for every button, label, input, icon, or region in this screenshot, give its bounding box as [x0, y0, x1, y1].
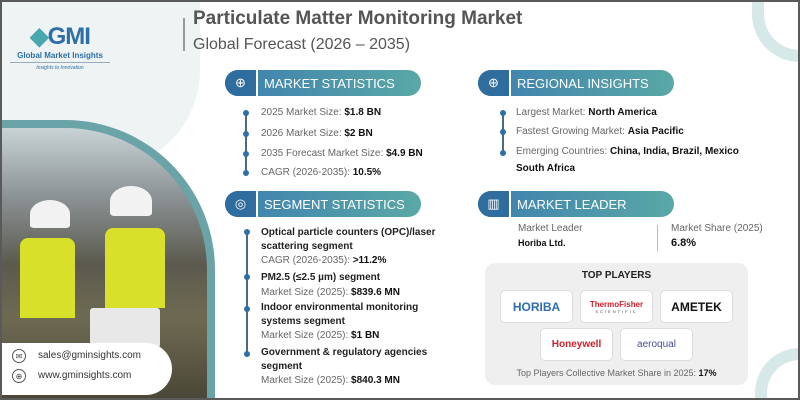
globe-chart-icon: ⊕ — [225, 70, 258, 96]
website-link[interactable]: www.gminsights.com — [38, 370, 132, 381]
leader-name: Horiba Ltd. — [518, 238, 566, 248]
decorative-arc — [752, 0, 800, 62]
top-players-share: Top Players Collective Market Share in 2… — [516, 368, 717, 378]
stat-2026-size: 2026 Market Size: $2 BN — [261, 128, 373, 139]
page-subtitle: Global Forecast (2026 – 2035) — [193, 36, 411, 53]
segment-value: Market Size (2025): $1 BN — [261, 330, 380, 341]
segment-statistics-header: ◎ SEGMENT STATISTICS — [225, 191, 421, 217]
gmi-logo: ◆GMI Global Market Insights Insights to … — [10, 22, 110, 71]
segment-name: PM2.5 (≤2.5 µm) segment — [261, 272, 381, 283]
segment-name: segment — [261, 361, 303, 372]
stat-2025-size: 2025 Market Size: $1.8 BN — [261, 107, 382, 118]
market-statistics-header: ⊕ MARKET STATISTICS — [225, 70, 421, 96]
target-chart-icon: ◎ — [225, 191, 258, 217]
globe-icon: ⊕ — [478, 70, 511, 96]
segment-name: Government & regulatory agencies — [261, 347, 428, 358]
share-value: 6.8% — [671, 237, 697, 249]
segment-name: Optical particle counters (OPC)/laser — [261, 227, 436, 238]
segment-name: systems segment — [261, 316, 345, 327]
share-label: Market Share (2025) — [671, 223, 763, 234]
page-title: Particulate Matter Monitoring Market — [193, 8, 523, 29]
fastest-growing-market: Fastest Growing Market: Asia Pacific — [516, 126, 684, 137]
thermofisher-logo: ThermoFisher SCIENTIFIC — [580, 290, 653, 323]
top-players-title: TOP PLAYERS — [581, 270, 652, 281]
emerging-countries: Emerging Countries: China, India, Brazil… — [516, 146, 739, 157]
segment-name: scattering segment — [261, 241, 353, 252]
emerging-countries-cont: South Africa — [516, 163, 576, 174]
stat-2035-size: 2035 Forecast Market Size: $4.9 BN — [261, 148, 423, 159]
bar-chart-icon: ▥ — [478, 191, 511, 217]
stat-cagr: CAGR (2026-2035): 10.5% — [261, 167, 382, 178]
email-icon: ✉ — [12, 349, 26, 363]
title-divider — [183, 18, 185, 51]
decorative-arc — [755, 348, 800, 400]
segment-value: Market Size (2025): $839.6 MN — [261, 287, 400, 298]
regional-insights-header: ⊕ REGIONAL INSIGHTS — [478, 70, 674, 96]
email-link[interactable]: sales@gminsights.com — [38, 350, 141, 361]
segment-name: Indoor environmental monitoring — [261, 302, 419, 313]
segment-value: Market Size (2025): $840.3 MN — [261, 375, 400, 386]
largest-market: Largest Market: North America — [516, 107, 657, 118]
contact-card: ✉ sales@gminsights.com ⊕ www.gminsights.… — [0, 343, 172, 395]
aeroqual-logo: aeroqual — [620, 328, 693, 361]
segment-value: CAGR (2026-2035): >11.2% — [261, 255, 387, 266]
market-leader-header: ▥ MARKET LEADER — [478, 191, 674, 217]
honeywell-logo: Honeywell — [540, 328, 613, 361]
leader-label: Market Leader — [518, 223, 583, 234]
globe-icon: ⊕ — [12, 369, 26, 383]
divider — [657, 225, 658, 251]
hero-photo-area — [0, 0, 215, 400]
ametek-logo: AMETEK — [660, 290, 733, 323]
top-players-panel — [485, 263, 748, 385]
horiba-logo: HORIBA — [500, 290, 573, 323]
